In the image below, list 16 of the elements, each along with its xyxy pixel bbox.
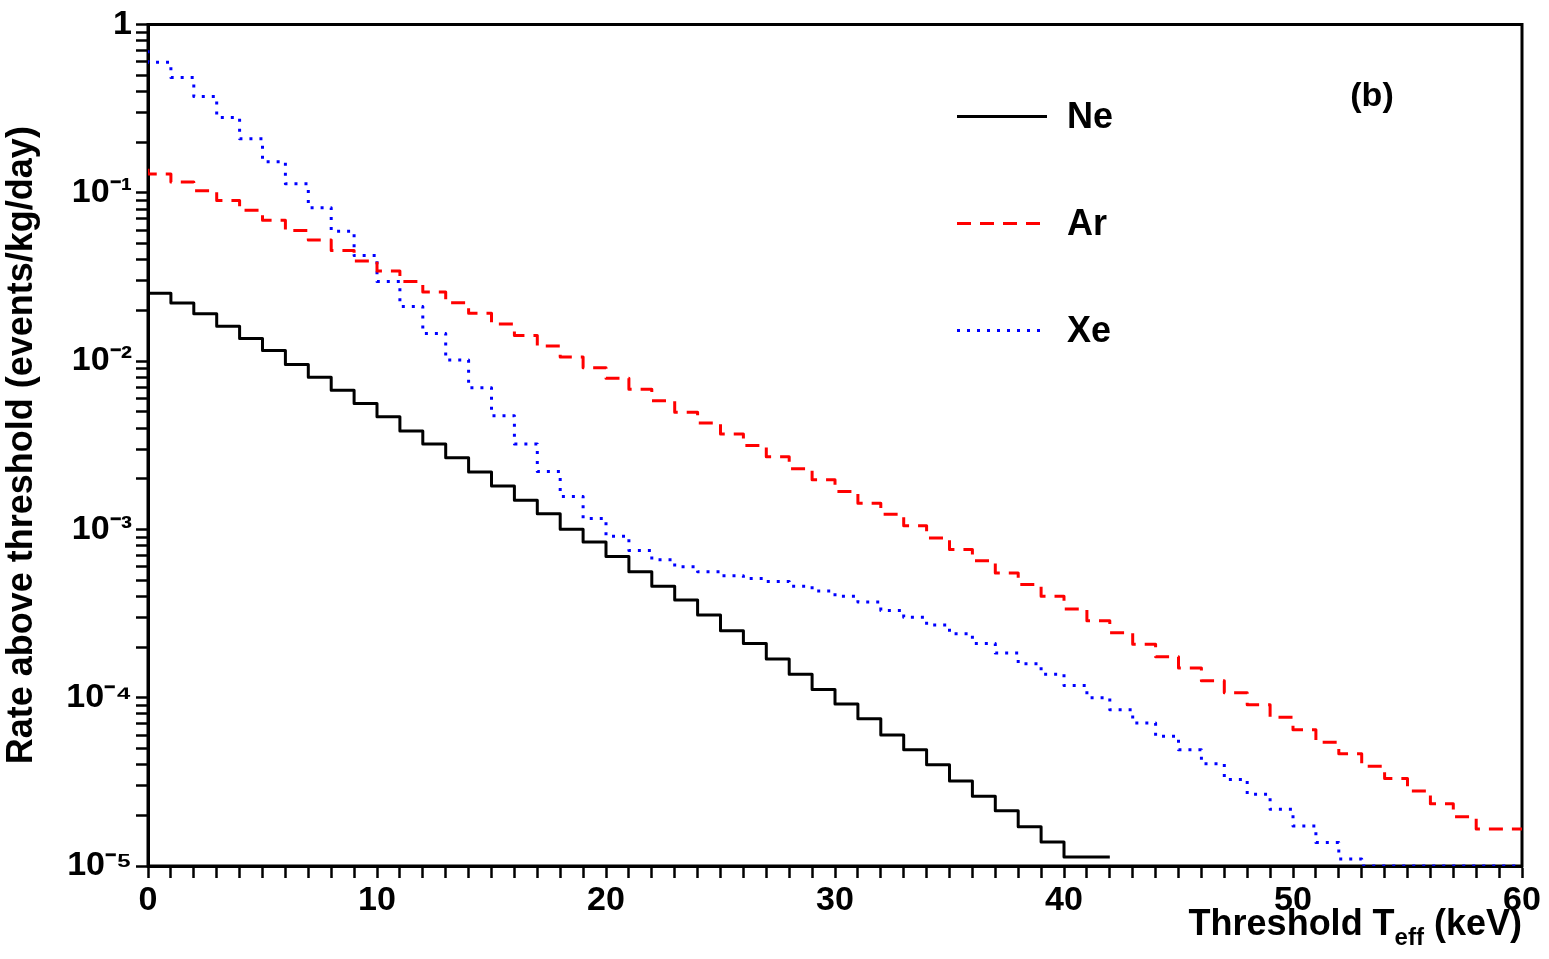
legend-label: Ar: [1067, 202, 1108, 244]
y-tick-label: 10⁻³: [71, 507, 132, 546]
y-tick-label: 1: [113, 2, 132, 41]
x-tick-label: 0: [138, 878, 158, 917]
x-tick-label: 40: [1045, 878, 1083, 917]
x-tick-label: 10: [358, 878, 396, 917]
annotation: (b): [1350, 74, 1394, 113]
y-axis-title: Rate above threshold (events/kg/day): [0, 126, 40, 765]
y-tick-label: 10⁻⁴: [66, 676, 132, 715]
x-tick-label: 30: [816, 878, 854, 917]
x-tick-label: 20: [587, 878, 625, 917]
y-tick-label: 10⁻¹: [71, 171, 132, 210]
legend-label: Xe: [1067, 309, 1112, 351]
legend-label: Ne: [1067, 95, 1114, 137]
y-tick-label: 10⁻⁵: [67, 844, 132, 883]
y-tick-label: 10⁻²: [71, 339, 132, 378]
